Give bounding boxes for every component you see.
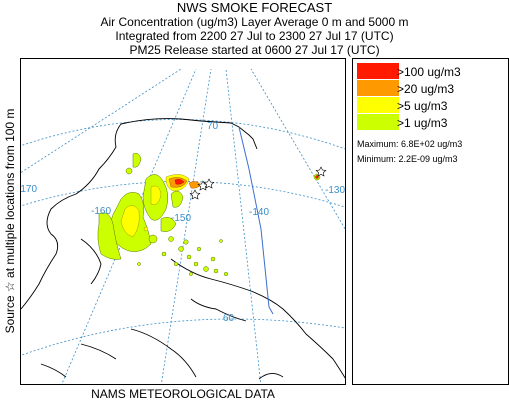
legend-label-5: >5 ug/m3 (397, 99, 448, 113)
parallel-60 (21, 318, 345, 356)
legend-minimum: Minimum: 2.2E-09 ug/m3 (357, 154, 458, 164)
concentration-subtitle: Air Concentration (ug/m3) Layer Average … (100, 15, 409, 29)
border-line (238, 126, 274, 315)
grid-label-60: 60 (223, 313, 235, 324)
grid-label-70: 70 (207, 121, 219, 132)
grid-label-minus170: -170 (21, 184, 37, 195)
grid-label-minus140: -140 (249, 207, 269, 218)
release-start: PM25 Release started at 0600 27 Jul 17 (… (129, 43, 380, 57)
star-icon (203, 178, 215, 189)
star-icon (189, 189, 201, 200)
legend-swatch-5 (357, 97, 399, 113)
coastline (21, 118, 345, 380)
meridian-130 (250, 68, 345, 230)
forecast-title: NWS SMOKE FORECAST (176, 0, 333, 15)
smoke-plume-100 (174, 175, 319, 185)
legend-swatch-20 (357, 80, 399, 96)
grid-label-minus130: -130 (325, 185, 345, 196)
legend-label-1: >1 ug/m3 (397, 116, 448, 130)
source-side-label-text: Source ☆ at multiple locations from 100 … (3, 108, 17, 334)
grid-label-minus160: -160 (91, 206, 111, 217)
graticule (21, 68, 345, 384)
map-canvas: 70 -170 -160 -150 -140 -130 60 (21, 68, 345, 384)
parallel-70 (21, 119, 345, 150)
legend-label-20: >20 ug/m3 (397, 82, 455, 96)
legend: >100 ug/m3 >20 ug/m3 >5 ug/m3 >1 ug/m3 M… (352, 58, 509, 385)
legend-swatch-100 (357, 63, 399, 79)
smoke-map: 70 -170 -160 -150 -140 -130 60 (20, 58, 346, 385)
meridian-150 (160, 68, 212, 384)
source-side-label: Source ☆ at multiple locations from 100 … (0, 58, 20, 385)
data-source-footer: NAMS METEOROLOGICAL DATA (91, 387, 275, 401)
legend-swatch-1 (357, 114, 399, 130)
meridian-140 (225, 68, 262, 384)
meridian-170 (21, 68, 182, 174)
legend-label-100: >100 ug/m3 (397, 65, 461, 79)
source-stars (189, 166, 327, 200)
smoke-plume (97, 152, 321, 277)
legend-maximum: Maximum: 6.8E+02 ug/m3 (357, 139, 463, 149)
star-icon (315, 166, 327, 177)
integration-period: Integrated from 2200 27 Jul to 2300 27 J… (115, 29, 394, 43)
grid-label-minus150: -150 (171, 213, 191, 224)
